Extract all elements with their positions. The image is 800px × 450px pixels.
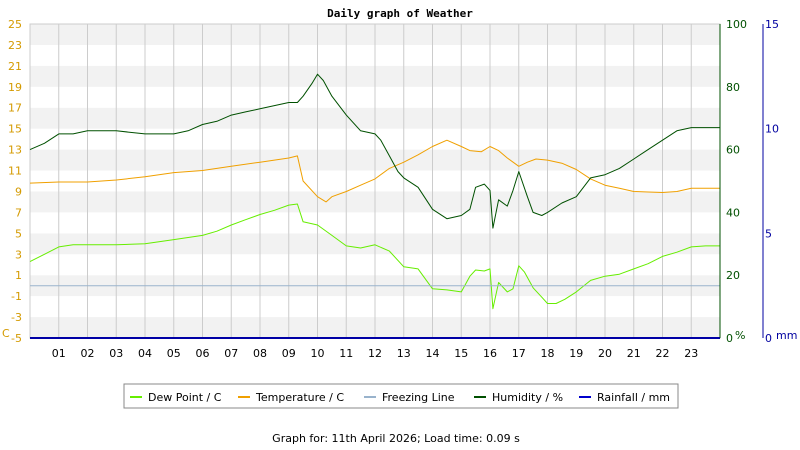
legend-label: Humidity / %	[492, 391, 563, 404]
left-tick-label: 11	[8, 165, 22, 178]
x-tick-label: 19	[569, 347, 583, 360]
left-tick-label: 7	[15, 206, 22, 219]
x-tick-label: 01	[52, 347, 66, 360]
rainfall-tick-label: 5	[765, 227, 772, 240]
series-temperature-c	[29, 139, 720, 203]
rainfall-tick-label: 0	[765, 332, 772, 345]
chart-title: Daily graph of Weather	[327, 7, 473, 20]
left-tick-label: 21	[8, 60, 22, 73]
x-tick-label: 18	[541, 347, 555, 360]
rainfall-axis-unit: mm	[776, 329, 797, 342]
x-tick-label: 21	[627, 347, 641, 360]
humidity-tick-label: 20	[726, 269, 740, 282]
x-axis-ticks: 01 02 03 04 05 06 07 08 09 10 11 12 13 14 15 16 17 18 19 20…	[52, 347, 699, 360]
x-tick-label: 12	[368, 347, 382, 360]
x-tick-label: 17	[512, 347, 526, 360]
series-dew-point-c	[29, 203, 720, 310]
left-tick-label: 13	[8, 144, 22, 157]
humidity-tick-label: 80	[726, 81, 740, 94]
x-tick-label: 08	[253, 347, 267, 360]
footer-text: Graph for: 11th April 2026; Load time: 0…	[272, 432, 520, 445]
legend-label: Dew Point / C	[148, 391, 222, 404]
x-tick-label: 22	[656, 347, 670, 360]
x-tick-label: 03	[109, 347, 123, 360]
left-tick-label: 17	[8, 102, 22, 115]
x-tick-label: 14	[426, 347, 440, 360]
x-tick-label: 11	[339, 347, 353, 360]
left-tick-label: 5	[15, 227, 22, 240]
rainfall-axis-ticks: 0 5 10 15	[765, 18, 779, 345]
humidity-tick-label: 0	[726, 332, 733, 345]
x-tick-label: 05	[167, 347, 181, 360]
x-tick-label: 07	[224, 347, 238, 360]
left-tick-label: 23	[8, 39, 22, 52]
left-tick-label: 9	[15, 185, 22, 198]
left-axis-unit: C	[2, 327, 10, 340]
left-tick-label: -5	[11, 332, 22, 345]
x-tick-label: 04	[138, 347, 152, 360]
legend-label: Temperature / C	[255, 391, 344, 404]
humidity-axis-ticks: 0 20 40 60 80 100	[726, 18, 747, 345]
left-tick-label: 25	[8, 18, 22, 31]
x-tick-label: 15	[454, 347, 468, 360]
legend: Dew Point / C Temperature / C Freezing Lin…	[123, 383, 679, 409]
left-tick-label: 15	[8, 123, 22, 136]
x-tick-label: 13	[397, 347, 411, 360]
humidity-tick-label: 100	[726, 18, 747, 31]
x-tick-label: 20	[598, 347, 612, 360]
left-tick-label: 1	[15, 269, 22, 282]
legend-label: Rainfall / mm	[597, 391, 670, 404]
left-tick-label: -1	[11, 290, 22, 303]
rainfall-tick-label: 10	[765, 123, 779, 136]
left-tick-label: 3	[15, 248, 22, 261]
humidity-tick-label: 40	[726, 206, 740, 219]
x-tick-label: 02	[81, 347, 95, 360]
humidity-axis-unit: %	[735, 329, 745, 342]
left-tick-label: 19	[8, 81, 22, 94]
legend-label: Freezing Line	[382, 391, 455, 404]
rainfall-tick-label: 15	[765, 18, 779, 31]
x-tick-label: 10	[311, 347, 325, 360]
x-tick-label: 06	[196, 347, 210, 360]
series-humidity	[29, 73, 720, 229]
left-tick-label: -3	[11, 311, 22, 324]
humidity-tick-label: 60	[726, 144, 740, 157]
x-tick-label: 09	[282, 347, 296, 360]
x-tick-label: 23	[684, 347, 698, 360]
x-tick-label: 16	[483, 347, 497, 360]
